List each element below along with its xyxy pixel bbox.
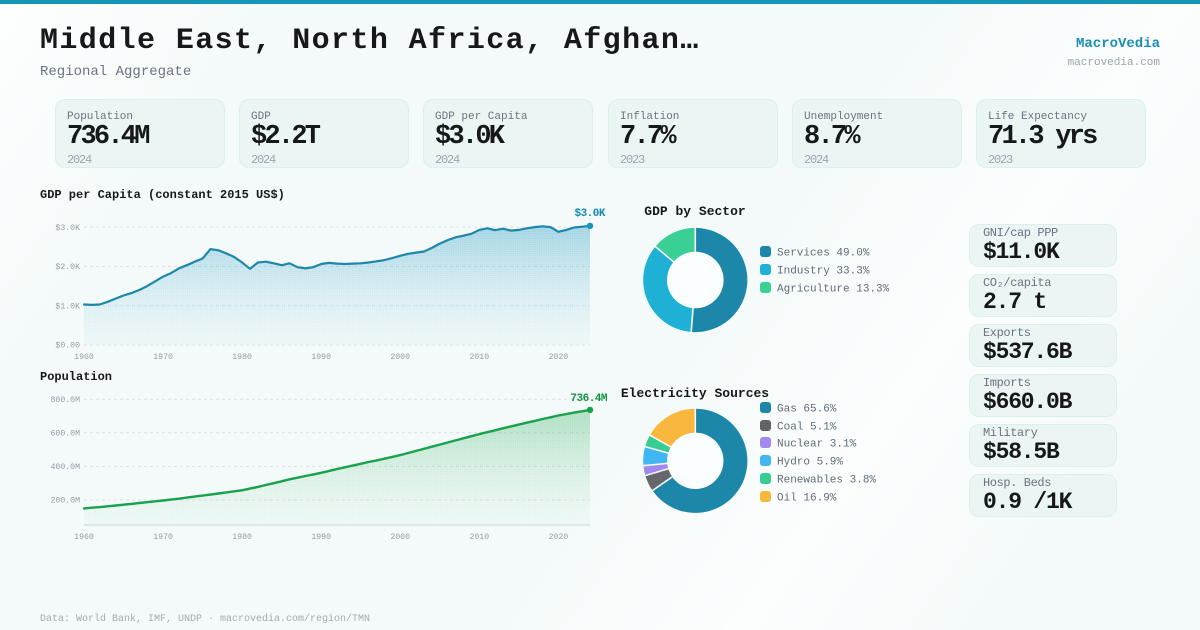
svg-text:200.0M: 200.0M	[51, 497, 81, 506]
svg-text:736.4M: 736.4M	[570, 393, 608, 405]
svg-text:1970: 1970	[153, 533, 173, 542]
svg-text:1960: 1960	[74, 353, 94, 362]
svg-text:$0.00: $0.00	[55, 341, 80, 351]
svg-text:2020: 2020	[549, 353, 569, 362]
svg-text:2010: 2010	[469, 533, 489, 542]
svg-text:600.0M: 600.0M	[51, 430, 81, 439]
svg-text:1980: 1980	[232, 353, 252, 362]
svg-text:$2.0K: $2.0K	[55, 262, 80, 272]
svg-text:$1.0K: $1.0K	[55, 301, 80, 311]
svg-text:400.0M: 400.0M	[51, 463, 81, 472]
svg-text:2010: 2010	[469, 353, 489, 362]
svg-text:$3.0K: $3.0K	[55, 223, 80, 233]
svg-text:1970: 1970	[153, 353, 173, 362]
svg-text:800.0M: 800.0M	[51, 396, 81, 405]
svg-text:1990: 1990	[311, 353, 331, 362]
svg-text:2020: 2020	[549, 533, 569, 542]
svg-text:2000: 2000	[390, 533, 410, 542]
svg-text:$3.0K: $3.0K	[574, 208, 605, 220]
svg-text:2000: 2000	[390, 353, 410, 362]
svg-text:1960: 1960	[74, 533, 94, 542]
svg-text:1980: 1980	[232, 533, 252, 542]
svg-text:1990: 1990	[311, 533, 331, 542]
